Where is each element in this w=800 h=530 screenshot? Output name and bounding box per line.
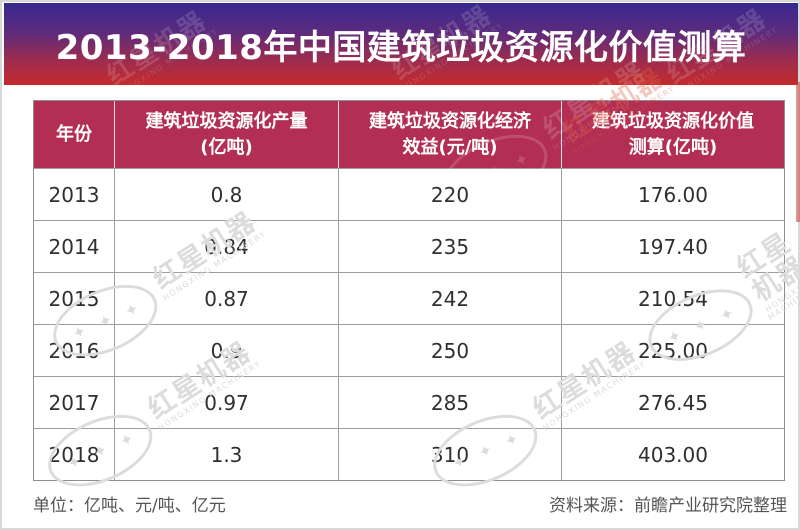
table-row: 2018 1.3 310 403.00: [34, 428, 784, 480]
cell-value: 210.54: [561, 272, 784, 324]
table-row: 2017 0.97 285 276.45: [34, 376, 784, 428]
column-header-value: 建筑垃圾资源化价值 测算(亿吨): [561, 101, 784, 168]
cell-year: 2017: [34, 376, 114, 428]
cell-output: 0.87: [114, 272, 338, 324]
cell-benefit: 285: [338, 376, 561, 428]
unit-note: 单位：亿吨、元/吨、亿元: [33, 496, 226, 516]
cell-benefit: 242: [338, 272, 561, 324]
table-row: 2013 0.8 220 176.00: [34, 168, 784, 220]
cell-value: 225.00: [561, 324, 784, 376]
cell-value: 276.45: [561, 376, 784, 428]
cell-year: 2014: [34, 220, 114, 272]
column-header-output: 建筑垃圾资源化产量 (亿吨): [114, 101, 338, 168]
header-row: 年份 建筑垃圾资源化产量 (亿吨) 建筑垃圾资源化经济 效益(元/吨) 建筑垃圾…: [34, 101, 784, 168]
cell-value: 176.00: [561, 168, 784, 220]
cell-output: 0.97: [114, 376, 338, 428]
cell-output: 1.3: [114, 428, 338, 480]
cell-benefit: 235: [338, 220, 561, 272]
cell-value: 403.00: [561, 428, 784, 480]
data-table: 年份 建筑垃圾资源化产量 (亿吨) 建筑垃圾资源化经济 效益(元/吨) 建筑垃圾…: [33, 100, 785, 481]
column-header-year: 年份: [34, 101, 114, 168]
cell-year: 2016: [34, 324, 114, 376]
cell-benefit: 310: [338, 428, 561, 480]
page-title: 2013-2018年中国建筑垃圾资源化价值测算: [55, 27, 747, 68]
table-row: 2014 0.84 235 197.40: [34, 220, 784, 272]
cell-year: 2018: [34, 428, 114, 480]
cell-output: 0.9: [114, 324, 338, 376]
cell-output: 0.8: [114, 168, 338, 220]
source-note: 资料来源：前瞻产业研究院整理: [549, 496, 787, 516]
footer: 单位：亿吨、元/吨、亿元 资料来源：前瞻产业研究院整理: [33, 491, 787, 516]
cell-benefit: 250: [338, 324, 561, 376]
cell-year: 2015: [34, 272, 114, 324]
cell-value: 197.40: [561, 220, 784, 272]
watermark-fragment: [796, 82, 800, 222]
table-row: 2015 0.87 242 210.54: [34, 272, 784, 324]
table-row: 2016 0.9 250 225.00: [34, 324, 784, 376]
cell-year: 2013: [34, 168, 114, 220]
title-banner: 红星机器 HONGXING MACHINERY 红星机器 HONGXING MACH…: [4, 3, 798, 85]
column-header-benefit: 建筑垃圾资源化经济 效益(元/吨): [338, 101, 561, 168]
cell-output: 0.84: [114, 220, 338, 272]
cell-benefit: 220: [338, 168, 561, 220]
